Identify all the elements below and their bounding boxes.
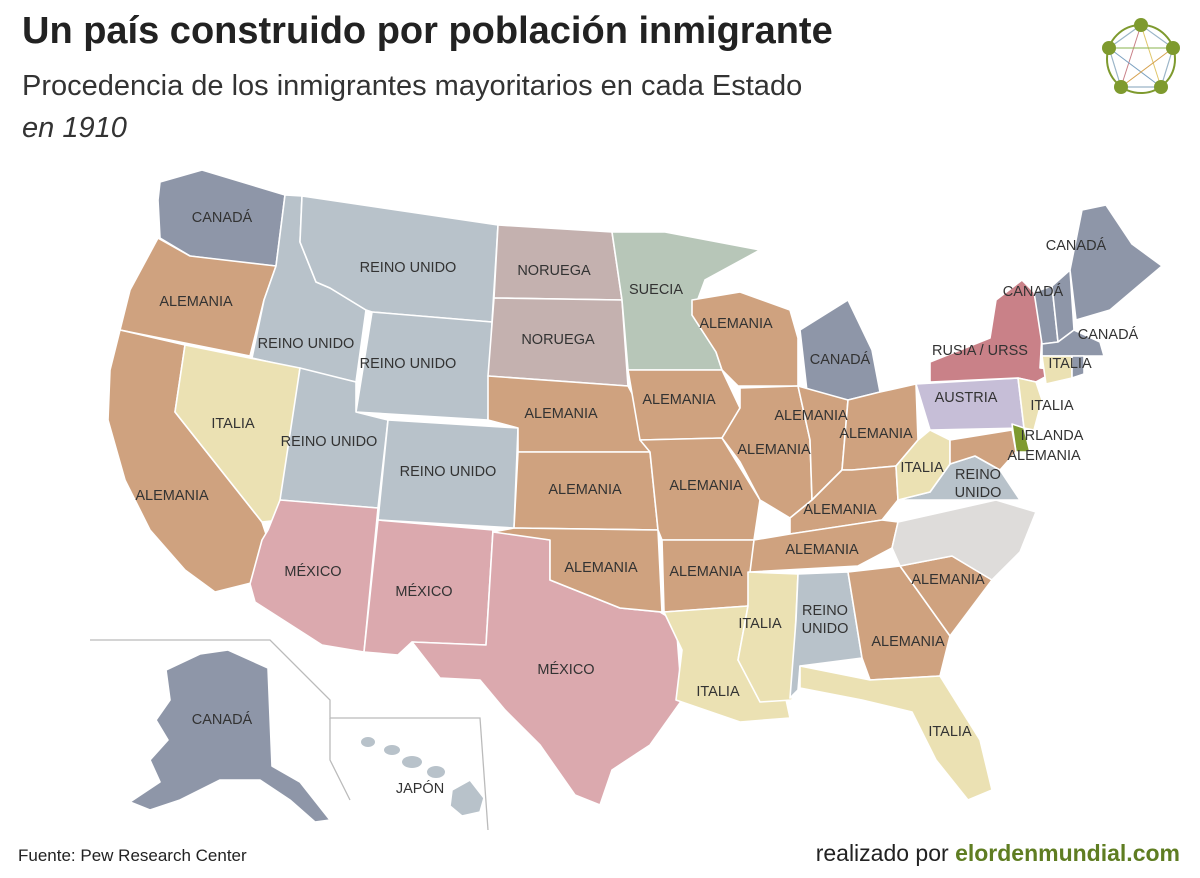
state-label-california: ALEMANIA [135,488,209,504]
state-label-michigan: CANADÁ [810,351,871,368]
states-layer [107,169,1163,823]
state-label-tennessee: ALEMANIA [785,542,859,558]
hawaii-island-shape [384,745,400,755]
state-label-louisiana: ITALIA [696,684,740,700]
state-label-arkansas: ALEMANIA [669,564,743,580]
state-label-oregon: ALEMANIA [159,294,233,310]
state-michigan[interactable] [799,299,881,401]
state-north-carolina[interactable] [891,499,1037,581]
state-label-utah: REINO UNIDO [281,434,378,450]
inset-frame-line [90,639,489,831]
state-label-mississippi: ITALIA [738,616,782,632]
hawaii-island-shape [361,737,375,747]
labels-layer: CANADÁ ALEMANIA ALEMANIA REINO UNIDO ITALIA R… [135,209,1138,797]
state-label-wisconsin: ALEMANIA [699,316,773,332]
state-label-indiana: ALEMANIA [774,408,848,424]
inset-frame-line [329,718,351,801]
hawaii-island-shape [427,766,445,778]
state-label-illinois: ALEMANIA [737,442,811,458]
state-maryland[interactable] [949,429,1017,471]
state-label-minnesota: SUECIA [629,282,683,298]
state-hawaii[interactable] [449,779,485,817]
state-label-maine: CANADÁ [1046,237,1107,254]
map-subtitle-year: en 1910 [22,112,127,144]
state-label-new-jersey: ITALIA [1030,398,1074,414]
brand-logo-icon [1102,18,1180,94]
state-rhode-island[interactable] [1071,355,1085,379]
state-label-texas: MÉXICO [537,661,594,678]
state-label-arizona: MÉXICO [284,563,341,580]
state-label-montana: REINO UNIDO [360,260,457,276]
hawaii-island-shape [402,756,422,768]
state-label-oklahoma: ALEMANIA [564,560,638,576]
state-label-alaska: CANADÁ [192,711,253,728]
state-alaska[interactable] [129,649,331,823]
state-label-colorado: REINO UNIDO [400,464,497,480]
map-title: Un país construido por población inmigra… [22,10,833,52]
state-new-jersey[interactable] [1017,377,1043,431]
state-label-kentucky: ALEMANIA [803,502,877,518]
state-label-georgia: ALEMANIA [871,634,945,650]
state-label-connecticut: ITALIA [1048,356,1092,372]
state-label-alabama: REINO UNIDO [802,603,849,637]
state-label-ohio: ALEMANIA [839,426,913,442]
state-label-nevada: ITALIA [211,416,255,432]
state-label-maryland: ALEMANIA [1007,448,1081,464]
state-label-idaho: REINO UNIDO [258,336,355,352]
state-label-south-dakota: NORUEGA [521,332,595,348]
state-label-florida: ITALIA [928,724,972,740]
state-label-new-mexico: MÉXICO [395,583,452,600]
state-label-delaware: IRLANDA [1021,428,1084,444]
state-label-washington: CANADÁ [192,209,253,226]
state-label-iowa: ALEMANIA [642,392,716,408]
credit-note: realizado por elordenmundial.com [816,840,1180,867]
state-arizona[interactable] [249,499,379,653]
state-wisconsin[interactable] [691,291,799,387]
state-label-south-carolina: ALEMANIA [911,572,985,588]
state-label-kansas: ALEMANIA [548,482,622,498]
state-oklahoma[interactable] [492,527,663,613]
state-new-york[interactable] [929,279,1059,383]
state-maine[interactable] [1069,204,1163,321]
state-label-nebraska: ALEMANIA [524,406,598,422]
state-florida[interactable] [799,665,993,801]
state-label-virginia: REINO UNIDO [955,467,1002,501]
state-label-vermont: CANADÁ [1003,283,1064,300]
source-note: Fuente: Pew Research Center [18,846,247,865]
map-subtitle: Procedencia de los inmigrantes mayoritar… [22,70,803,102]
state-label-missouri: ALEMANIA [669,478,743,494]
state-label-massachusetts: CANADÁ [1078,326,1139,343]
credit-prefix: realizado por [815,840,956,866]
state-label-pennsylvania: AUSTRIA [935,390,998,406]
credit-brand: elordenmundial.com [955,840,1180,866]
state-label-wyoming: REINO UNIDO [360,356,457,372]
state-oregon[interactable] [119,237,277,357]
state-label-north-dakota: NORUEGA [517,263,591,279]
state-label-west-virginia: ITALIA [900,460,944,476]
state-label-new-york: RUSIA / URSS [932,343,1028,359]
state-label-hawaii: JAPÓN [396,780,444,797]
